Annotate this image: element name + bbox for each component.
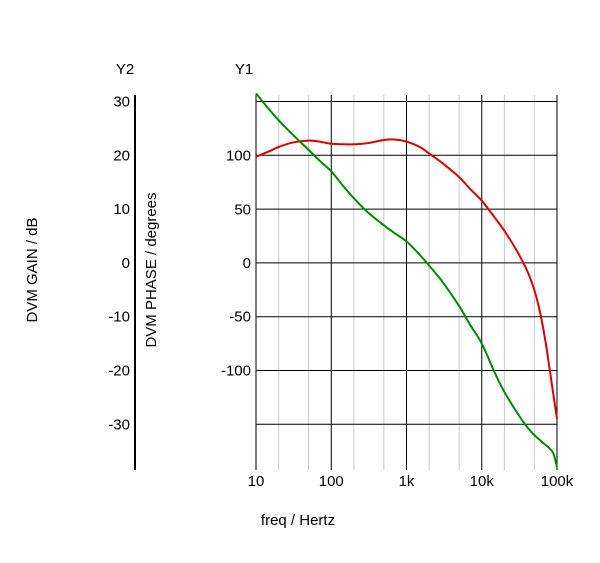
y2-tick-label: -20 (108, 363, 130, 380)
plot-series (255, 92, 558, 468)
axes: Y2 Y1 DVM GAIN / dB DVM PHASE / degrees … (24, 61, 335, 529)
x-tick-label: 1k (399, 473, 415, 490)
y1-tick-label: 0 (243, 255, 251, 272)
y2-axis-label: DVM GAIN / dB (24, 217, 41, 322)
y1-tick-label: -100 (221, 362, 251, 379)
y2-tick-label: 20 (113, 147, 130, 164)
y1-tick-label: 50 (234, 201, 251, 218)
phase-series-line (255, 138, 558, 419)
y1-tick-label: -50 (229, 309, 251, 326)
gain-series-line (255, 92, 558, 468)
y2-tick-label: -30 (108, 416, 130, 433)
x-tick-label: 100k (541, 473, 574, 490)
y2-tick-label: 0 (122, 255, 130, 272)
grid: 10 100 1k 10k 100k (248, 95, 574, 490)
x-tick-label: 10 (248, 473, 265, 490)
y2-axis-header: Y2 (116, 61, 134, 78)
x-tick-label: 10k (470, 473, 495, 490)
y2-tick-label: 30 (113, 94, 130, 111)
y1-tick-label: 100 (226, 148, 251, 165)
x-axis-label: freq / Hertz (261, 512, 335, 529)
y2-tick-label: -10 (108, 309, 130, 326)
y1-axis-label: DVM PHASE / degrees (143, 192, 160, 347)
y2-tick-label: 10 (113, 201, 130, 218)
x-tick-label: 100 (319, 473, 344, 490)
y1-axis-header: Y1 (235, 61, 253, 78)
